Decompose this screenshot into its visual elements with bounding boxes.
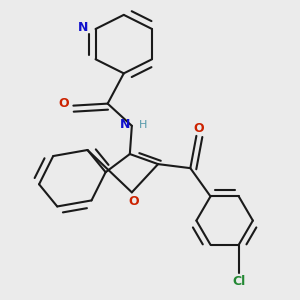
Text: O: O [129,195,139,208]
Text: O: O [58,97,69,110]
Text: Cl: Cl [232,275,245,288]
Text: N: N [119,118,130,131]
Text: O: O [193,122,204,135]
Text: N: N [78,21,88,34]
Text: H: H [139,120,148,130]
